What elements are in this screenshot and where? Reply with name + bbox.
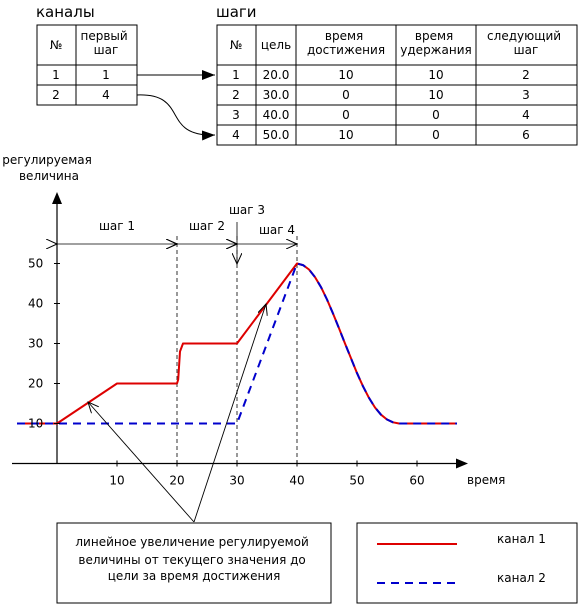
steps-cell: 30.0 <box>263 88 290 102</box>
steps-header-reach-time: время достижения <box>307 29 385 57</box>
chart: регулируемая величина время шаг 1 шаг 2ша… <box>2 153 505 523</box>
steps-cell: 4 <box>232 128 240 142</box>
steps-cell: 1 <box>232 68 240 82</box>
steps-cell: 0 <box>432 108 440 122</box>
steps-header-num: № <box>230 38 242 52</box>
steps-table-title: шаги <box>216 3 257 21</box>
y-tick-label: 20 <box>28 377 43 391</box>
legend-label-channel-1: канал 1 <box>497 532 546 546</box>
steps-cell: 3 <box>522 88 530 102</box>
legend: канал 1 канал 2 <box>356 522 578 604</box>
steps-cell: 4 <box>522 108 530 122</box>
steps-cell: 10 <box>428 88 443 102</box>
annotation-pointer <box>193 304 266 523</box>
y-tick-label: 40 <box>28 297 43 311</box>
chart-ticks: 10 20 30 40 50 60 10 20 30 40 50 <box>28 257 425 488</box>
series-line-channel-2 <box>17 262 457 425</box>
channels-cell: 1 <box>102 68 110 82</box>
step-label: шаг 2 <box>189 219 225 233</box>
steps-header-hold-time: время удержания <box>400 29 471 57</box>
annotation-box: линейное увеличение регулируемой величин… <box>56 522 332 604</box>
chart-series <box>17 262 457 425</box>
x-tick-label: 20 <box>169 474 184 488</box>
chart-axes <box>12 192 468 469</box>
steps-cell: 10 <box>338 128 353 142</box>
y-tick-label: 10 <box>28 417 43 431</box>
x-tick-label: 30 <box>229 474 244 488</box>
steps-cell: 20.0 <box>263 68 290 82</box>
step-label: шаг 3 <box>229 203 265 217</box>
channels-table-title: каналы <box>36 3 95 21</box>
channels-cell: 2 <box>52 88 60 102</box>
annotation-text: линейное увеличение регулируемой величин… <box>75 535 312 583</box>
steps-cell: 50.0 <box>263 128 290 142</box>
steps-cell: 0 <box>342 88 350 102</box>
steps-cell: 3 <box>232 108 240 122</box>
x-tick-label: 60 <box>409 474 424 488</box>
steps-table: шаги № цель время достижения время удерж… <box>216 3 578 146</box>
y-axis-arrowhead <box>52 192 62 204</box>
steps-cell: 0 <box>432 128 440 142</box>
x-axis-arrowhead <box>456 458 468 469</box>
steps-cell: 6 <box>522 128 530 142</box>
y-axis-label: регулируемая величина <box>2 153 95 183</box>
connector-arrow <box>136 94 216 141</box>
x-tick-label: 10 <box>109 474 124 488</box>
step-guides: шаг 1 шаг 2 шаг 3 шаг 4 <box>57 203 297 464</box>
step-label: шаг 1 <box>99 219 135 233</box>
steps-header-target: цель <box>261 38 291 52</box>
x-axis-label: время <box>467 473 505 487</box>
steps-header-next-step: следующий шаг <box>487 29 565 57</box>
steps-cell: 2 <box>232 88 240 102</box>
step-label: шаг 4 <box>259 223 295 237</box>
y-tick-label: 30 <box>28 337 43 351</box>
legend-label-channel-2: канал 2 <box>497 571 546 585</box>
channels-cell: 1 <box>52 68 60 82</box>
x-tick-label: 50 <box>349 474 364 488</box>
steps-cell: 2 <box>522 68 530 82</box>
channels-header-num: № <box>50 38 62 52</box>
annotation-arrows <box>88 304 266 523</box>
y-tick-label: 50 <box>28 257 43 271</box>
steps-cell: 0 <box>342 108 350 122</box>
steps-cell: 10 <box>428 68 443 82</box>
channels-header-first-step: первый шаг <box>80 29 131 57</box>
annotation-pointer <box>88 402 195 523</box>
steps-cell: 10 <box>338 68 353 82</box>
channels-table: каналы № первый шаг 1 1 2 4 <box>36 3 138 106</box>
channels-cell: 4 <box>102 88 110 102</box>
steps-table-rows: 1 20.0 10 10 2 2 30.0 0 10 3 3 40.0 0 0 4 4 50.0 10 0 6 <box>232 68 530 142</box>
x-tick-label: 40 <box>289 474 304 488</box>
steps-cell: 40.0 <box>263 108 290 122</box>
